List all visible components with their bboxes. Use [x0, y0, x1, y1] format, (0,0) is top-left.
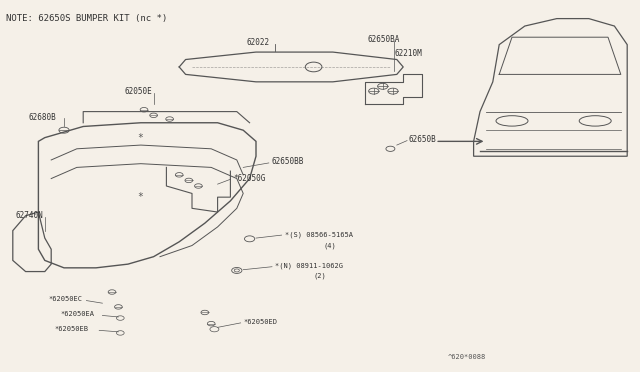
Text: NOTE: 62650S BUMPER KIT (nc *): NOTE: 62650S BUMPER KIT (nc *)	[6, 14, 168, 23]
Text: (2): (2)	[314, 273, 326, 279]
Text: *: *	[138, 133, 143, 142]
Text: *62050ED: *62050ED	[243, 319, 277, 325]
Text: 62650BB: 62650BB	[272, 157, 305, 166]
Text: *(N) 08911-1062G: *(N) 08911-1062G	[275, 263, 343, 269]
Text: *: *	[138, 192, 143, 202]
Text: *62050EA: *62050EA	[61, 311, 95, 317]
Text: 62740N: 62740N	[16, 211, 44, 220]
Text: (4): (4)	[323, 242, 336, 249]
Text: 62650B: 62650B	[408, 135, 436, 144]
Text: ^620*0088: ^620*0088	[448, 354, 486, 360]
Text: 62022: 62022	[246, 38, 269, 47]
Text: *62050G: *62050G	[234, 174, 266, 183]
Text: 62050E: 62050E	[125, 87, 152, 96]
Text: 62680B: 62680B	[29, 113, 56, 122]
Text: *62050EC: *62050EC	[48, 296, 82, 302]
Text: 62210M: 62210M	[395, 49, 422, 58]
Text: *62050EB: *62050EB	[54, 326, 88, 332]
Text: 62650BA: 62650BA	[368, 35, 401, 44]
Text: *(S) 08566-5165A: *(S) 08566-5165A	[285, 231, 353, 238]
